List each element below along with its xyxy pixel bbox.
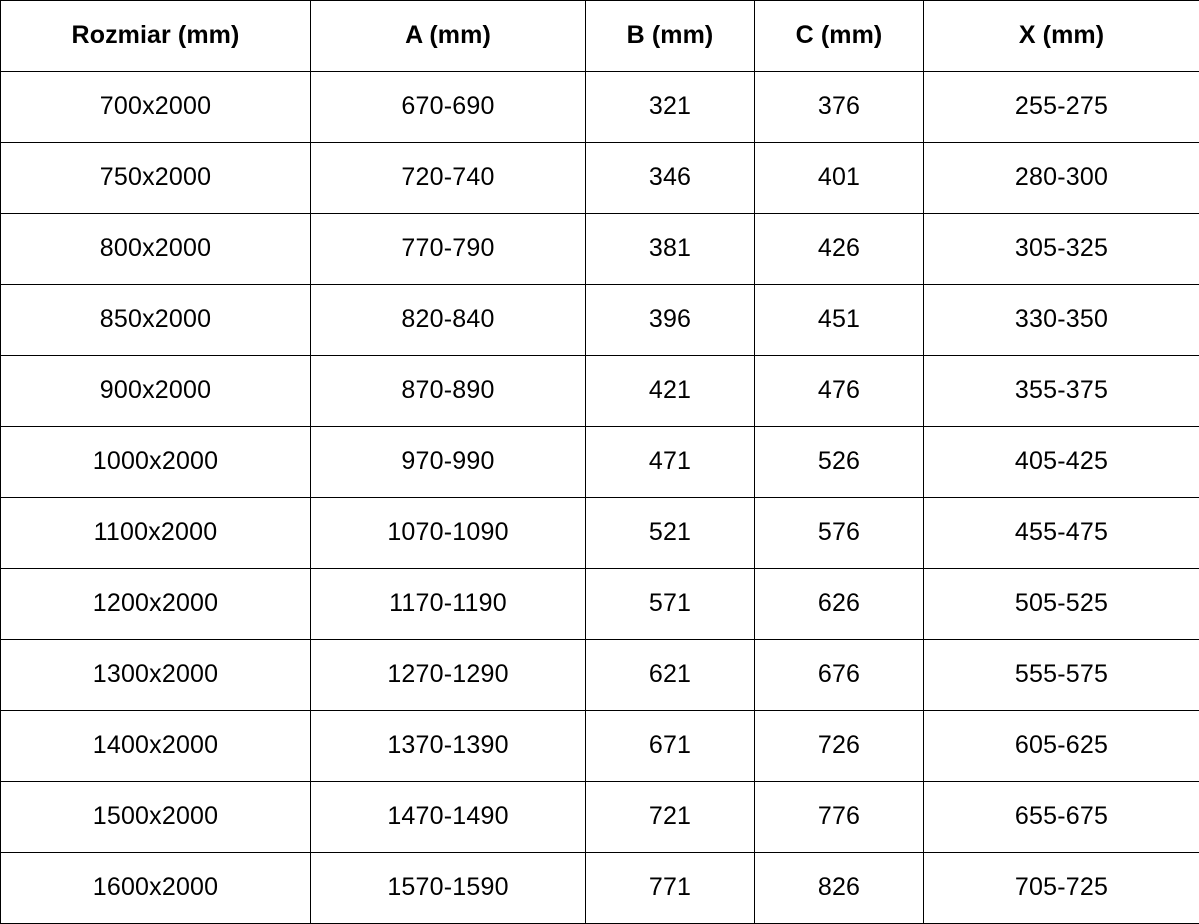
- cell-x: 330-350: [924, 285, 1199, 356]
- cell-a: 1470-1490: [311, 782, 586, 853]
- cell-a: 820-840: [311, 285, 586, 356]
- cell-a: 1370-1390: [311, 711, 586, 782]
- cell-b: 346: [586, 143, 755, 214]
- column-header-size: Rozmiar (mm): [1, 1, 311, 72]
- cell-c: 576: [755, 498, 924, 569]
- cell-a: 870-890: [311, 356, 586, 427]
- cell-b: 381: [586, 214, 755, 285]
- cell-b: 721: [586, 782, 755, 853]
- cell-size: 700x2000: [1, 72, 311, 143]
- cell-a: 720-740: [311, 143, 586, 214]
- cell-size: 1100x2000: [1, 498, 311, 569]
- cell-x: 555-575: [924, 640, 1199, 711]
- cell-c: 626: [755, 569, 924, 640]
- cell-size: 1000x2000: [1, 427, 311, 498]
- cell-b: 521: [586, 498, 755, 569]
- cell-b: 471: [586, 427, 755, 498]
- cell-b: 671: [586, 711, 755, 782]
- cell-c: 776: [755, 782, 924, 853]
- cell-size: 800x2000: [1, 214, 311, 285]
- column-header-b: B (mm): [586, 1, 755, 72]
- cell-size: 900x2000: [1, 356, 311, 427]
- cell-c: 826: [755, 853, 924, 924]
- column-header-x: X (mm): [924, 1, 1199, 72]
- cell-a: 1270-1290: [311, 640, 586, 711]
- cell-b: 396: [586, 285, 755, 356]
- cell-size: 850x2000: [1, 285, 311, 356]
- cell-x: 280-300: [924, 143, 1199, 214]
- table-header-row: Rozmiar (mm)A (mm)B (mm)C (mm)X (mm): [1, 1, 1199, 72]
- cell-c: 726: [755, 711, 924, 782]
- cell-x: 705-725: [924, 853, 1199, 924]
- cell-a: 970-990: [311, 427, 586, 498]
- cell-a: 1170-1190: [311, 569, 586, 640]
- cell-size: 1600x2000: [1, 853, 311, 924]
- cell-b: 421: [586, 356, 755, 427]
- cell-x: 355-375: [924, 356, 1199, 427]
- cell-a: 670-690: [311, 72, 586, 143]
- cell-x: 655-675: [924, 782, 1199, 853]
- cell-x: 405-425: [924, 427, 1199, 498]
- cell-size: 1400x2000: [1, 711, 311, 782]
- cell-c: 451: [755, 285, 924, 356]
- cell-b: 621: [586, 640, 755, 711]
- cell-x: 505-525: [924, 569, 1199, 640]
- cell-x: 605-625: [924, 711, 1199, 782]
- cell-b: 321: [586, 72, 755, 143]
- cell-c: 426: [755, 214, 924, 285]
- cell-x: 455-475: [924, 498, 1199, 569]
- cell-b: 771: [586, 853, 755, 924]
- cell-x: 305-325: [924, 214, 1199, 285]
- cell-c: 676: [755, 640, 924, 711]
- column-header-a: A (mm): [311, 1, 586, 72]
- cell-size: 750x2000: [1, 143, 311, 214]
- column-header-c: C (mm): [755, 1, 924, 72]
- cell-c: 476: [755, 356, 924, 427]
- cell-size: 1200x2000: [1, 569, 311, 640]
- cell-c: 526: [755, 427, 924, 498]
- cell-b: 571: [586, 569, 755, 640]
- cell-size: 1300x2000: [1, 640, 311, 711]
- cell-size: 1500x2000: [1, 782, 311, 853]
- cell-x: 255-275: [924, 72, 1199, 143]
- cell-a: 1070-1090: [311, 498, 586, 569]
- cell-c: 401: [755, 143, 924, 214]
- table-header: Rozmiar (mm)A (mm)B (mm)C (mm)X (mm): [1, 1, 1199, 72]
- cell-a: 770-790: [311, 214, 586, 285]
- cell-c: 376: [755, 72, 924, 143]
- cell-a: 1570-1590: [311, 853, 586, 924]
